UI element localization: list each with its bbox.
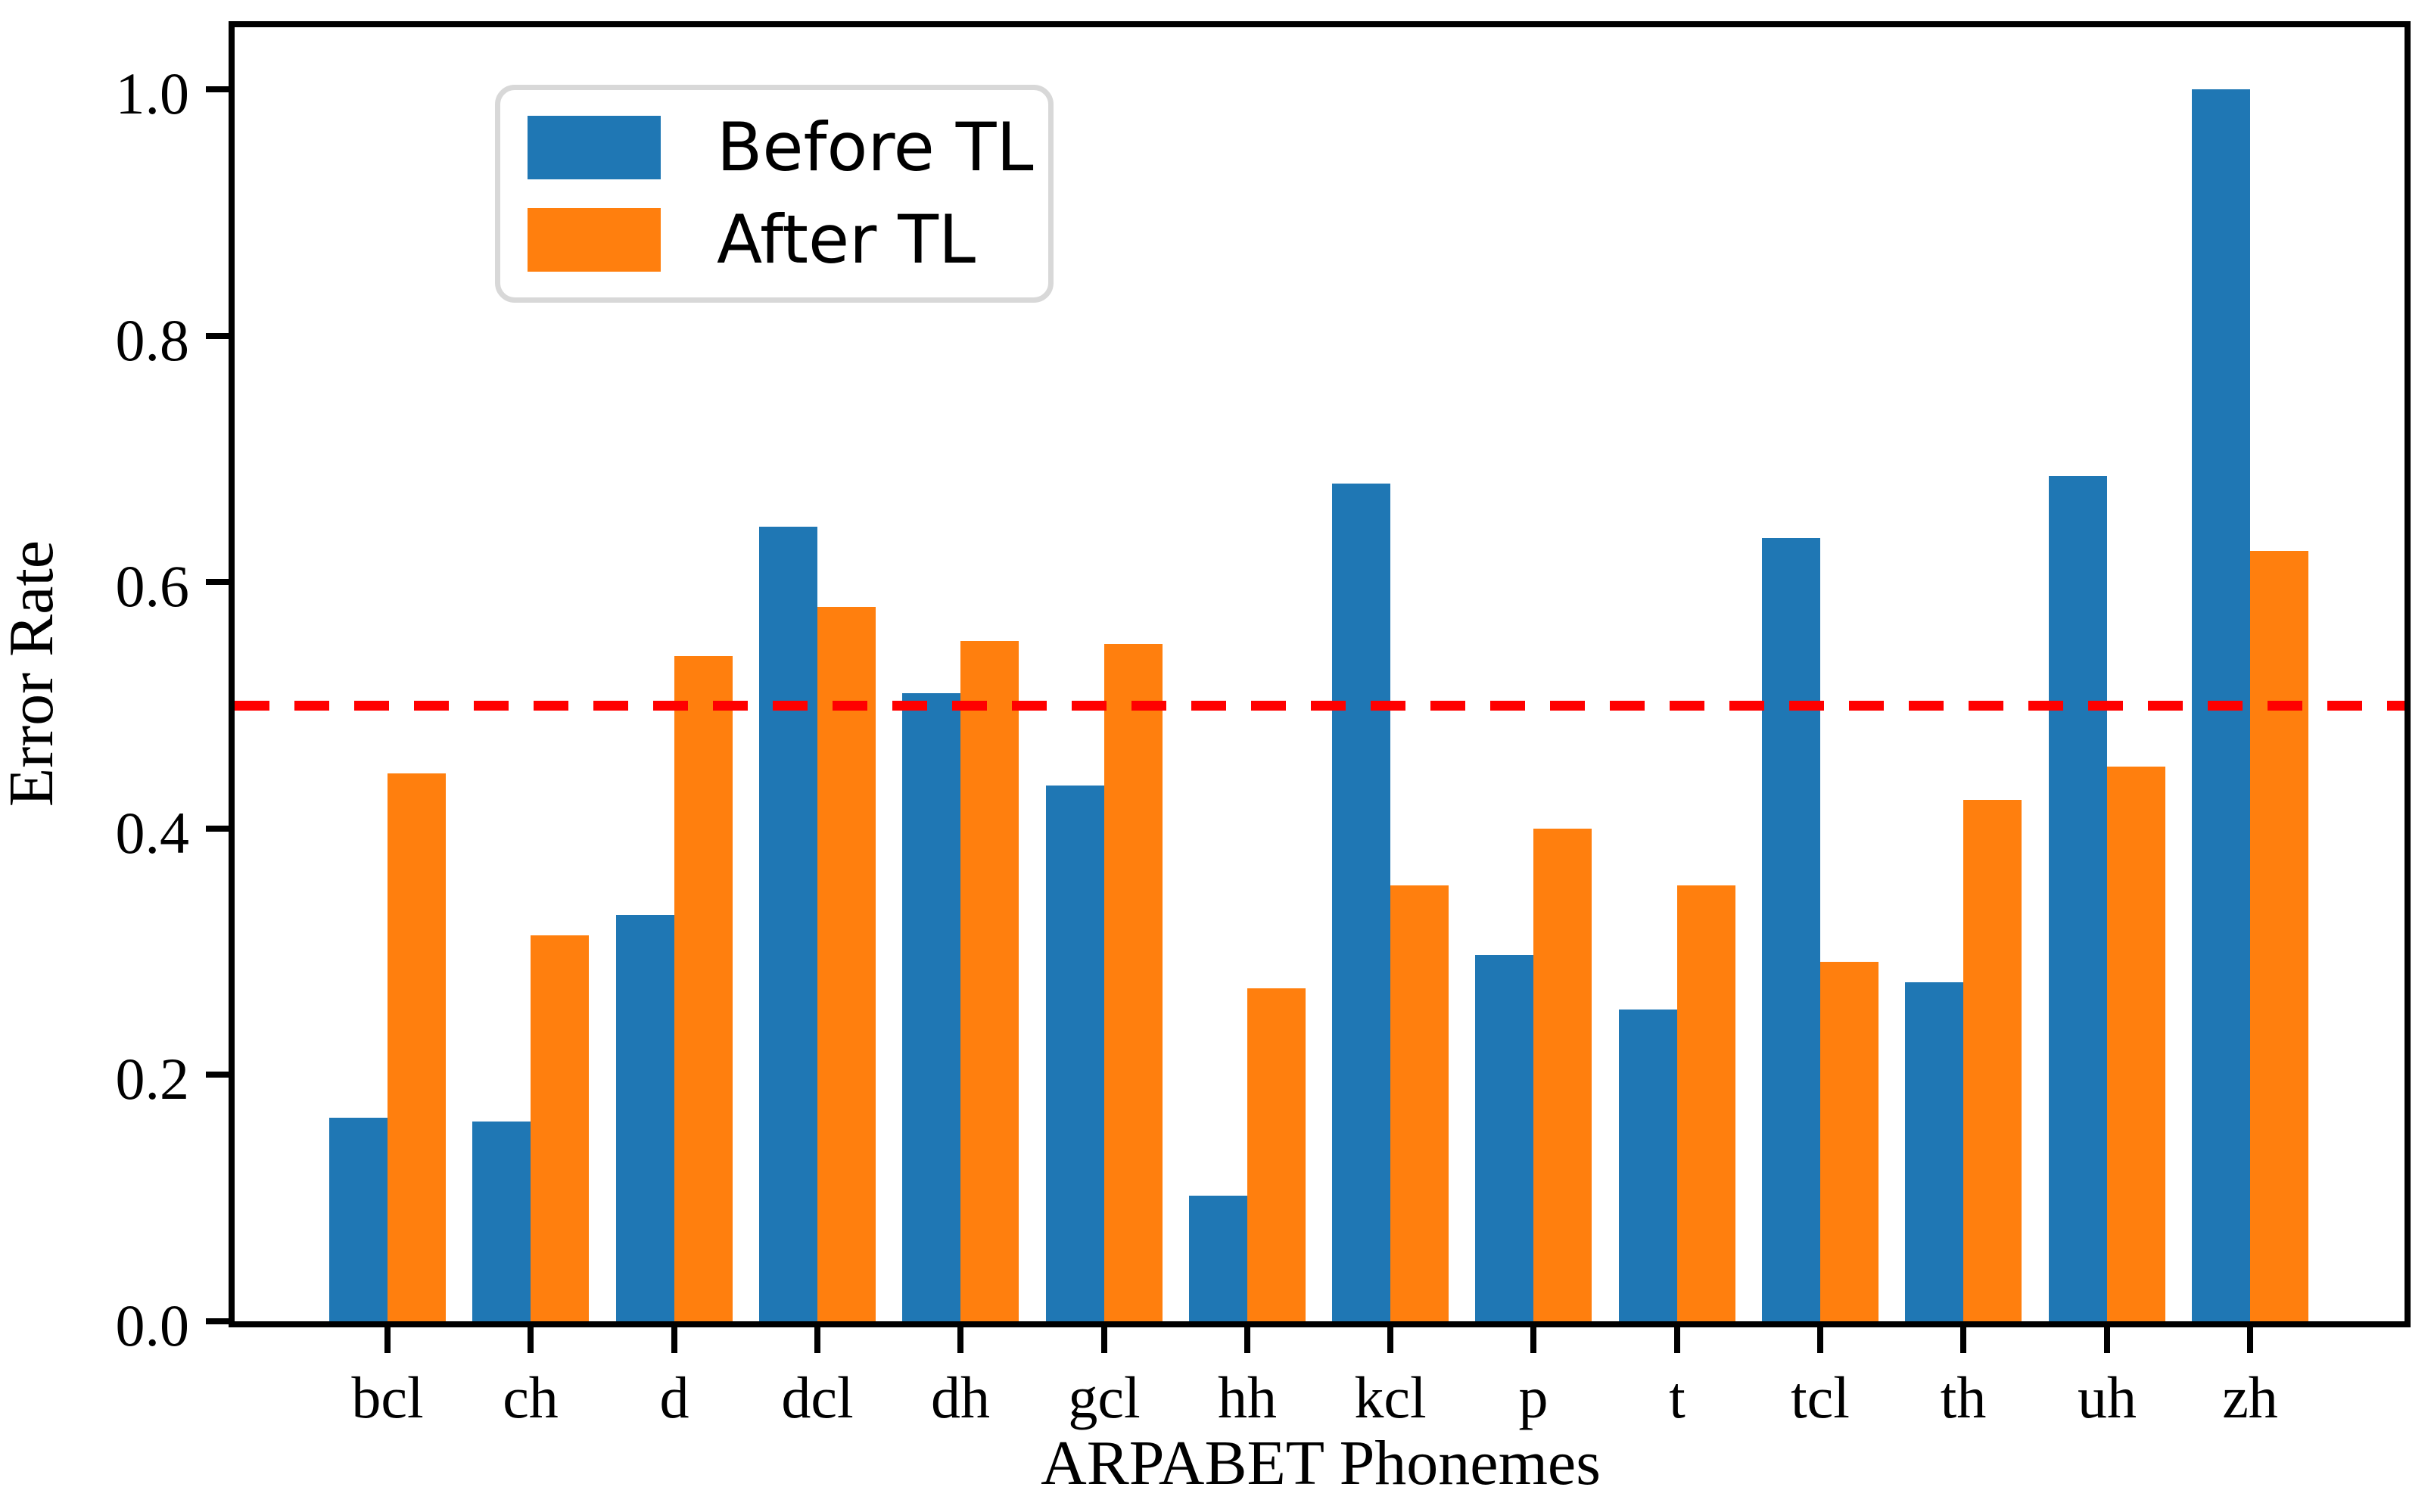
reference-line-0.5: [235, 701, 2405, 711]
bar-after-tl-dcl: [817, 607, 876, 1321]
x-tick-label-zh: zh: [2222, 1364, 2278, 1430]
y-axis-title: Error Rate: [0, 540, 67, 807]
bar-before-tl-dcl: [759, 527, 817, 1321]
bar-before-tl-gcl: [1046, 786, 1104, 1321]
x-tick-p: [1530, 1324, 1536, 1353]
x-tick-label-ch: ch: [503, 1364, 559, 1430]
x-axis-title: ARPABET Phonemes: [1041, 1428, 1601, 1498]
bar-before-tl-p: [1475, 955, 1533, 1321]
x-tick-bcl: [384, 1324, 391, 1353]
legend-item-after-tl: After TL: [528, 207, 1021, 273]
bar-before-tl-hh: [1189, 1196, 1247, 1321]
y-tick-0.4: [206, 826, 235, 832]
x-tick-label-hh: hh: [1218, 1364, 1277, 1430]
bar-before-tl-th: [1905, 982, 1963, 1321]
y-tick-label-0.2: 0.2: [115, 1046, 190, 1112]
y-tick-label-0.0: 0.0: [115, 1293, 190, 1358]
x-tick-label-bcl: bcl: [351, 1364, 424, 1430]
plot-area: Before TL After TL: [229, 21, 2411, 1327]
bar-after-tl-uh: [2107, 767, 2165, 1321]
legend-item-before-tl: Before TL: [528, 114, 1033, 181]
x-tick-label-gcl: gcl: [1068, 1364, 1141, 1430]
bar-before-tl-bcl: [329, 1118, 388, 1321]
bar-after-tl-th: [1963, 800, 2022, 1321]
bar-after-tl-tcl: [1820, 962, 1878, 1321]
bar-before-tl-dh: [902, 693, 960, 1321]
y-tick-1.0: [206, 86, 235, 92]
x-tick-label-t: t: [1669, 1364, 1686, 1430]
bar-before-tl-ch: [472, 1122, 531, 1321]
bar-after-tl-ch: [531, 935, 589, 1321]
legend: Before TL After TL: [495, 85, 1054, 303]
y-tick-label-0.8: 0.8: [115, 307, 190, 373]
x-tick-label-tcl: tcl: [1791, 1364, 1850, 1430]
x-tick-kcl: [1387, 1324, 1393, 1353]
y-tick-0.6: [206, 579, 235, 585]
legend-swatch-after-tl: [528, 208, 661, 272]
bar-before-tl-d: [616, 915, 674, 1321]
bar-before-tl-uh: [2049, 476, 2107, 1321]
legend-swatch-before-tl: [528, 116, 661, 179]
x-tick-t: [1674, 1324, 1680, 1353]
x-tick-ch: [528, 1324, 534, 1353]
x-tick-zh: [2247, 1324, 2253, 1353]
x-tick-label-dh: dh: [931, 1364, 990, 1430]
x-tick-dcl: [814, 1324, 820, 1353]
bar-before-tl-kcl: [1332, 484, 1390, 1321]
bars-layer: [235, 27, 2405, 1321]
x-tick-gcl: [1101, 1324, 1107, 1353]
bar-after-tl-d: [674, 656, 733, 1321]
legend-label-after-tl: After TL: [717, 201, 976, 278]
bar-after-tl-bcl: [388, 773, 446, 1321]
bar-before-tl-t: [1619, 1010, 1677, 1321]
bar-after-tl-p: [1533, 829, 1592, 1321]
x-tick-th: [1960, 1324, 1966, 1353]
bar-before-tl-tcl: [1762, 538, 1820, 1321]
y-tick-label-0.4: 0.4: [115, 800, 190, 866]
y-tick-0.8: [206, 333, 235, 339]
y-tick-label-0.6: 0.6: [115, 553, 190, 619]
bar-after-tl-gcl: [1104, 644, 1163, 1321]
y-tick-label-1.0: 1.0: [115, 61, 190, 126]
bar-after-tl-dh: [960, 641, 1019, 1321]
legend-label-before-tl: Before TL: [717, 108, 1034, 186]
y-tick-0.0: [206, 1318, 235, 1324]
x-tick-label-p: p: [1518, 1364, 1549, 1430]
bar-after-tl-zh: [2250, 551, 2308, 1321]
x-tick-tcl: [1817, 1324, 1823, 1353]
y-tick-0.2: [206, 1072, 235, 1078]
x-tick-label-uh: uh: [2078, 1364, 2137, 1430]
x-tick-label-kcl: kcl: [1354, 1364, 1427, 1430]
x-tick-uh: [2104, 1324, 2110, 1353]
x-tick-hh: [1244, 1324, 1250, 1353]
x-tick-label-dcl: dcl: [781, 1364, 854, 1430]
x-tick-label-th: th: [1940, 1364, 1987, 1430]
x-tick-label-d: d: [659, 1364, 689, 1430]
bar-after-tl-hh: [1247, 988, 1306, 1321]
x-tick-dh: [957, 1324, 963, 1353]
bar-after-tl-kcl: [1390, 885, 1449, 1321]
bar-after-tl-t: [1677, 885, 1735, 1321]
x-tick-d: [671, 1324, 677, 1353]
